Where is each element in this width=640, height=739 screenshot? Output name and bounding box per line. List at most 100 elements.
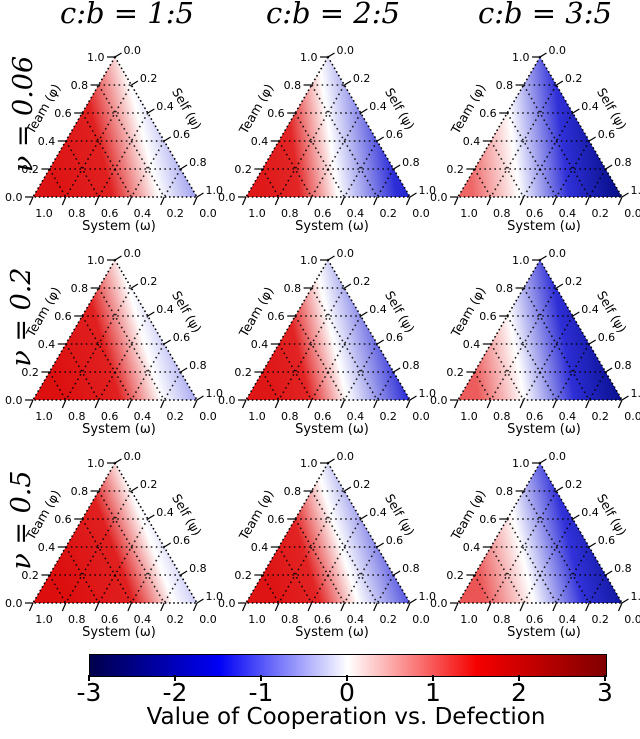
tick-label-bottom: 1.0 — [248, 613, 266, 626]
ternary-ticks — [450, 458, 629, 612]
tick-label-right: 1.0 — [631, 184, 640, 197]
tick-label-bottom: 0.4 — [347, 410, 365, 423]
colorbar-title: Value of Cooperation vs. Defection — [146, 704, 546, 730]
axis-label-system: System (ω) — [507, 422, 581, 437]
tick-label-bottom: 0.6 — [526, 410, 544, 423]
simplex-border — [244, 55, 412, 198]
ternary-ticks — [25, 458, 204, 612]
ternary-panel-r1c3: 0.0 0.0 1.0 0.2 0.2 0.8 0.4 0.4 0.6 0.6 0.6 0.4 0.8 0… — [430, 44, 640, 234]
axis-label-self: Self (ψ) — [594, 491, 630, 538]
ternary-tick-labels: 0.0 0.0 1.0 0.2 0.2 0.8 0.4 0.4 0.6 0.6 0.6 0.4 0.8 0… — [5, 44, 223, 220]
tick-label-left: 0.8 — [71, 282, 89, 295]
ternary-grid — [473, 287, 607, 401]
tick-label-left: 0.2 — [446, 366, 464, 379]
tick-label-right: 0.6 — [598, 534, 616, 547]
tick-label-bottom: 1.0 — [460, 410, 478, 423]
ternary-tick-labels: 0.0 0.0 1.0 0.2 0.2 0.8 0.4 0.4 0.6 0.6 0.6 0.4 0.8 0… — [218, 247, 436, 423]
colorbar-tick — [518, 675, 520, 681]
tick-label-bottom: 0.8 — [68, 207, 86, 220]
axis-label-self: Self (ψ) — [169, 288, 205, 335]
tick-label-bottom: 0.8 — [493, 207, 511, 220]
tick-label-left: 1.0 — [87, 254, 105, 267]
tick-label-bottom: 0.2 — [166, 410, 184, 423]
ternary-ticks — [450, 52, 629, 206]
tick-label-left: 0.4 — [463, 338, 481, 351]
tick-label-right: 1.0 — [206, 590, 224, 603]
ternary-grid — [48, 490, 182, 604]
tick-label-left: 0.6 — [479, 107, 497, 120]
tick-label-bottom: 1.0 — [248, 207, 266, 220]
tick-label-bottom: 0.6 — [101, 613, 119, 626]
tick-label-left: 0.8 — [284, 485, 302, 498]
tick-label-bottom: 0.0 — [199, 207, 217, 220]
tick-label-left: 1.0 — [87, 51, 105, 64]
tick-label-bottom: 0.4 — [347, 613, 365, 626]
ternary-panel-r1c1: 0.0 0.0 1.0 0.2 0.2 0.8 0.4 0.4 0.6 0.6 0.6 0.4 0.8 0… — [5, 44, 223, 234]
tick-label-right: 0.6 — [598, 128, 616, 141]
tick-label-bottom: 1.0 — [460, 613, 478, 626]
ternary-panel-r1c2: 0.0 0.0 1.0 0.2 0.2 0.8 0.4 0.4 0.6 0.6 0.6 0.4 0.8 0… — [218, 44, 436, 234]
tick-label-right: 0.8 — [189, 156, 207, 169]
tick-label-left: 0.6 — [479, 310, 497, 323]
colorbar-tick-label: 3 — [597, 678, 613, 707]
tick-label-right: 1.0 — [631, 590, 640, 603]
tick-label-bottom: 0.0 — [624, 207, 640, 220]
colorbar-tick-label: 0 — [339, 678, 355, 707]
tick-label-bottom: 0.6 — [101, 410, 119, 423]
colorbar-tick-label: -1 — [248, 678, 274, 707]
tick-label-right: 0.8 — [402, 359, 420, 372]
tick-label-left: 0.0 — [5, 394, 23, 407]
tick-label-bottom: 0.4 — [134, 410, 152, 423]
tick-label-left: 0.6 — [479, 513, 497, 526]
tick-label-left: 1.0 — [300, 254, 318, 267]
tick-label-bottom: 0.0 — [624, 613, 640, 626]
tick-label-bottom: 0.6 — [314, 410, 332, 423]
tick-label-left: 0.4 — [251, 135, 269, 148]
tick-label-right: 0.8 — [189, 359, 207, 372]
ternary-tick-labels: 0.0 0.0 1.0 0.2 0.2 0.8 0.4 0.4 0.6 0.6 0.6 0.4 0.8 0… — [430, 44, 640, 220]
tick-label-bottom: 1.0 — [460, 207, 478, 220]
ternary-grid — [261, 287, 395, 401]
simplex-heatmap — [458, 463, 622, 603]
tick-label-right: 0.2 — [353, 72, 371, 85]
simplex-heatmap — [458, 260, 622, 400]
simplex-border — [31, 55, 199, 198]
tick-label-left: 0.0 — [430, 191, 448, 204]
tick-label-right: 0.2 — [565, 72, 583, 85]
tick-label-right: 0.6 — [173, 534, 191, 547]
tick-label-bottom: 0.0 — [199, 613, 217, 626]
tick-label-right: 0.8 — [402, 562, 420, 575]
tick-label-right: 0.6 — [598, 331, 616, 344]
tick-label-right: 0.4 — [581, 506, 599, 519]
ternary-grid — [261, 84, 395, 198]
tick-label-left: 0.8 — [496, 282, 514, 295]
ternary-ticks — [238, 52, 417, 206]
tick-label-right: 0.2 — [353, 478, 371, 491]
ternary-tick-labels: 0.0 0.0 1.0 0.2 0.2 0.8 0.4 0.4 0.6 0.6 0.6 0.4 0.8 0… — [218, 44, 436, 220]
tick-label-right: 0.2 — [140, 275, 158, 288]
tick-label-bottom: 0.6 — [314, 613, 332, 626]
simplex-border — [244, 258, 412, 401]
tick-label-left: 1.0 — [512, 457, 530, 470]
tick-label-bottom: 0.4 — [134, 613, 152, 626]
ternary-panel-r2c3: 0.0 0.0 1.0 0.2 0.2 0.8 0.4 0.4 0.6 0.6 0.6 0.4 0.8 0… — [430, 247, 640, 437]
ternary-tick-labels: 0.0 0.0 1.0 0.2 0.2 0.8 0.4 0.4 0.6 0.6 0.6 0.4 0.8 0… — [218, 450, 436, 626]
tick-label-left: 0.2 — [446, 569, 464, 582]
ternary-panels-canvas: 0.0 0.0 1.0 0.2 0.2 0.8 0.4 0.4 0.6 0.6 0.6 0.4 0.8 0… — [5, 44, 640, 640]
tick-label-right: 0.0 — [337, 450, 355, 463]
tick-label-left: 0.4 — [251, 338, 269, 351]
tick-label-right: 0.4 — [369, 506, 387, 519]
tick-label-bottom: 0.2 — [166, 613, 184, 626]
colorbar-tick — [174, 675, 176, 681]
tick-label-right: 0.8 — [614, 156, 632, 169]
axis-label-system: System (ω) — [507, 625, 581, 640]
ternary-tick-labels: 0.0 0.0 1.0 0.2 0.2 0.8 0.4 0.4 0.6 0.6 0.6 0.4 0.8 0… — [430, 247, 640, 423]
axis-label-system: System (ω) — [82, 422, 156, 437]
tick-label-bottom: 0.8 — [68, 613, 86, 626]
tick-label-bottom: 0.6 — [101, 207, 119, 220]
colorbar-tick-label: -2 — [162, 678, 188, 707]
simplex-heatmap — [458, 57, 622, 197]
tick-label-left: 0.8 — [284, 79, 302, 92]
axis-label-self: Self (ψ) — [594, 288, 630, 335]
tick-label-left: 0.4 — [463, 135, 481, 148]
